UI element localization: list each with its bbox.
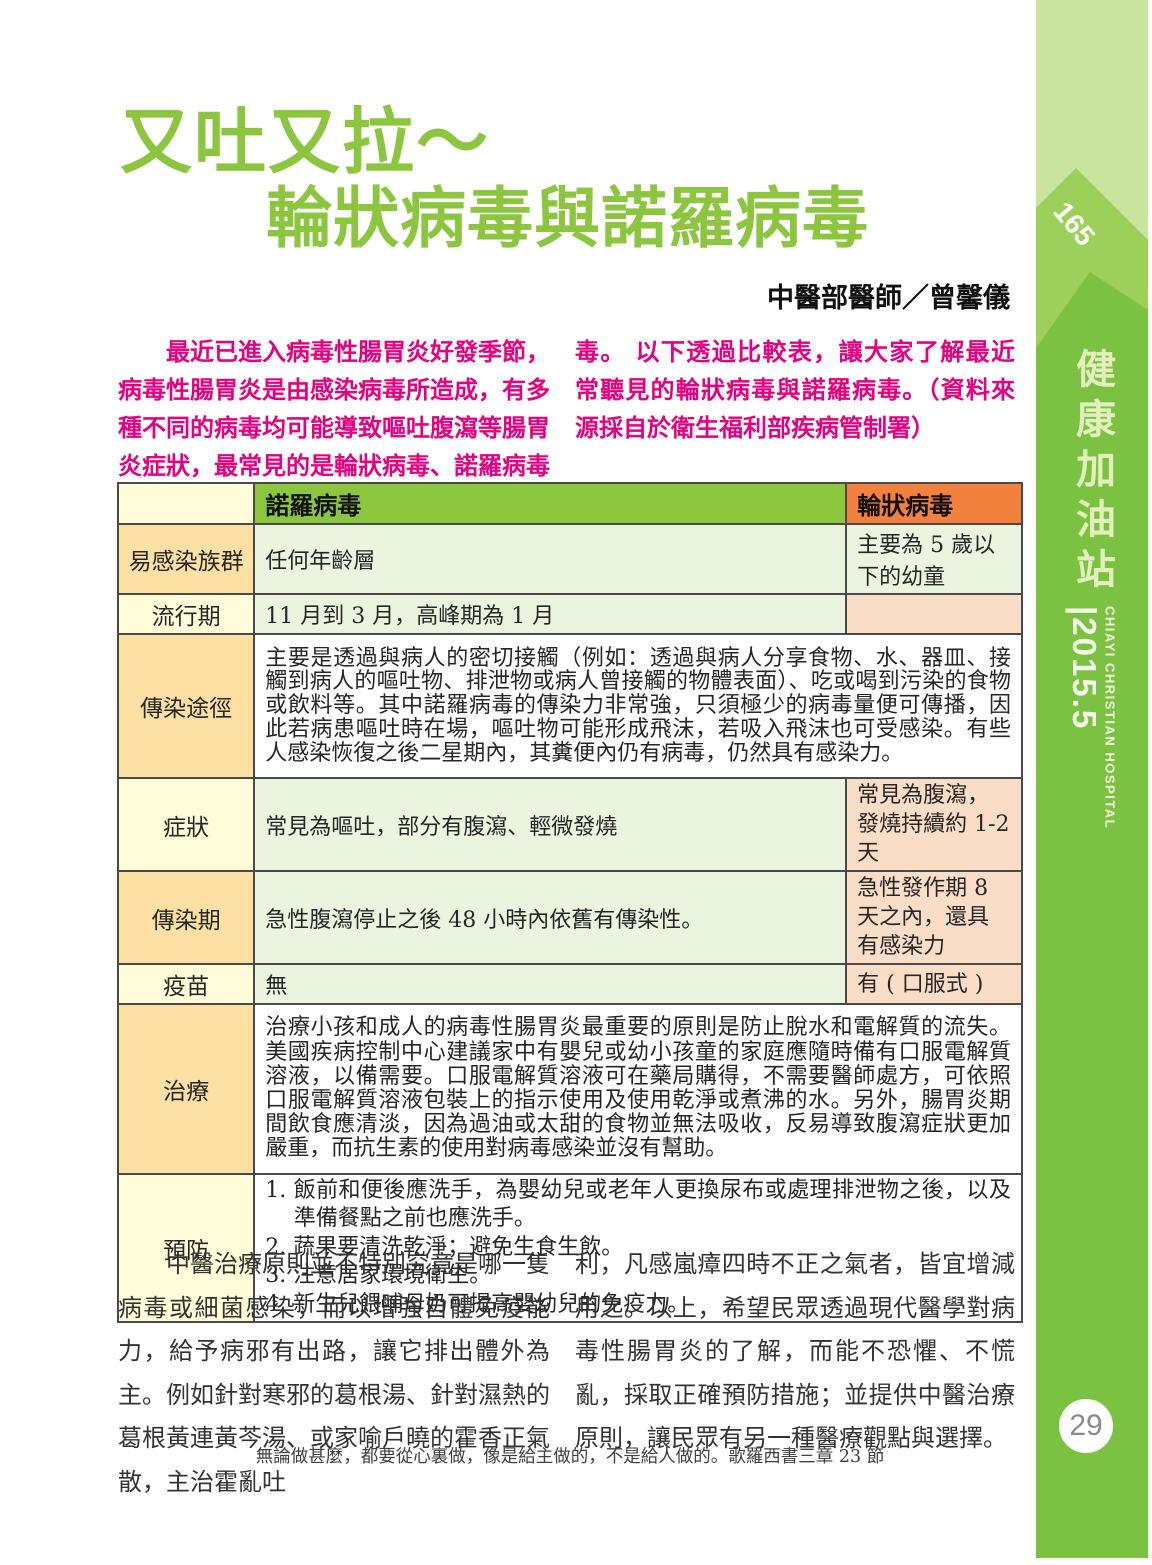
column-title-text: 健康加油站 [1069, 348, 1115, 598]
row-label: 傳染途徑 [116, 633, 256, 779]
header-rotavirus: 輪狀病毒 [845, 482, 1023, 525]
author-byline: 中醫部醫師／曾馨儀 [767, 283, 1010, 314]
rota-cell: 急性發作期 8 天之內，還具有感染力 [845, 870, 1023, 965]
page-title-line1: 又吐又拉～ [120, 99, 491, 184]
row-label: 流行期 [116, 593, 256, 635]
row-label: 傳染期 [116, 870, 256, 965]
row-label: 易感染族群 [116, 523, 256, 595]
virus-comparison-table: 諾羅病毒 輪狀病毒 易感染族群 任何年齡層 主要為 5 歲以下的幼童 流行期 1… [116, 482, 1023, 1324]
page-title-line2: 輪狀病毒與諾羅病毒 [266, 179, 869, 257]
body-left-column: 中醫治療原則並不特別究竟是哪一隻病毒或細菌感染，而以增強自體免疫能力，給予病邪有… [118, 1250, 550, 1496]
header-blank-cell [116, 482, 256, 525]
row-label: 治療 [116, 1003, 256, 1175]
table-row: 疫苗 無 有 ( 口服式 ) [116, 963, 1023, 1005]
table-row: 治療 治療小孩和成人的病毒性腸胃炎最重要的原則是防止脫水和電解質的流失。美國疾病… [116, 1003, 1023, 1175]
row-label: 疫苗 [116, 963, 256, 1005]
rota-cell: 主要為 5 歲以下的幼童 [845, 523, 1023, 595]
table-row: 傳染期 急性腹瀉停止之後 48 小時內依舊有傳染性。 急性發作期 8 天之內，還… [116, 870, 1023, 965]
issue-date-inner: |2015.5 CHIAYI CHRISTIAN HOSPITAL [1065, 606, 1118, 830]
table-row: 預防 1. 飯前和便後應洗手，為嬰幼兒或老年人更換尿布或處理排泄物之後，以及準備… [116, 1172, 1023, 1324]
sidebar-decoration: 165 [1036, 0, 1148, 1558]
page-number: 29 [1069, 1409, 1103, 1442]
span-cell: 主要是透過與病人的密切接觸（例如：透過與病人分享食物、水、器皿、接觸到病人的嘔吐… [253, 633, 1023, 779]
rota-cell [845, 593, 1023, 635]
body-right-column: 利，凡感嵐瘴四時不正之氣者，皆宜增減用之。以上，希望民眾透過現代醫學對病毒性腸胃… [575, 1250, 1015, 1452]
issue-date: |2015.5 [1065, 606, 1103, 731]
rota-cell: 常見為腹瀉，發燒持續約 1-2 天 [845, 777, 1023, 872]
row-label: 預防 [116, 1172, 256, 1324]
table-row: 症狀 常見為嘔吐，部分有腹瀉、輕微發燒 常見為腹瀉，發燒持續約 1-2 天 [116, 777, 1023, 872]
noro-cell: 急性腹瀉停止之後 48 小時內依舊有傳染性。 [253, 870, 848, 965]
table-row: 傳染途徑 主要是透過與病人的密切接觸（例如：透過與病人分享食物、水、器皿、接觸到… [116, 633, 1023, 779]
prevention-item: 2. 蔬果要清洗乾淨；避免生食生飲。 [265, 1234, 624, 1260]
footer-quote: 無論做甚麼，都要從心裏做，像是給主做的，不是給人做的。歌羅西書三章 23 節 [255, 1447, 885, 1467]
prevention-item: 1. 飯前和便後應洗手，為嬰幼兒或老年人更換尿布或處理排泄物之後，以及準備餐點之… [265, 1178, 1011, 1232]
prevention-item: 4. 新生兒餵哺母奶可提高嬰幼兒的免疫力。 [265, 1291, 690, 1317]
noro-cell: 任何年齡層 [253, 523, 848, 595]
table-header-row: 諾羅病毒 輪狀病毒 [116, 482, 1023, 525]
span-cell: 1. 飯前和便後應洗手，為嬰幼兒或老年人更換尿布或處理排泄物之後，以及準備餐點之… [253, 1172, 1023, 1324]
sidebar: 165 健康加油站 |2015.5 CHIAYI CHRISTIAN HOSPI… [1036, 0, 1148, 1558]
row-label: 症狀 [116, 777, 256, 872]
prevention-item: 3. 注意居家環境衛生。 [265, 1263, 492, 1289]
page-number-badge: 29 [1059, 1399, 1113, 1453]
column-title-vertical: 健康加油站 [1036, 348, 1148, 598]
intro-right-column: 毒。 以下透過比較表，讓大家了解最近常聽見的輪狀病毒與諾羅病毒。（資料來源採自於… [575, 338, 1015, 442]
header-norovirus: 諾羅病毒 [253, 482, 848, 525]
noro-cell: 11 月到 3 月，高峰期為 1 月 [253, 593, 848, 635]
hospital-name: CHIAYI CHRISTIAN HOSPITAL [1102, 606, 1118, 830]
sidebar-green-band [1036, 272, 1148, 1558]
table-row: 流行期 11 月到 3 月，高峰期為 1 月 [116, 593, 1023, 635]
noro-cell: 常見為嘔吐，部分有腹瀉、輕微發燒 [253, 777, 848, 872]
noro-cell: 無 [253, 963, 848, 1005]
span-cell: 治療小孩和成人的病毒性腸胃炎最重要的原則是防止脫水和電解質的流失。美國疾病控制中… [253, 1003, 1023, 1175]
issue-date-block: |2015.5 CHIAYI CHRISTIAN HOSPITAL [1036, 606, 1148, 829]
rota-cell: 有 ( 口服式 ) [845, 963, 1023, 1005]
table-row: 易感染族群 任何年齡層 主要為 5 歲以下的幼童 [116, 523, 1023, 595]
